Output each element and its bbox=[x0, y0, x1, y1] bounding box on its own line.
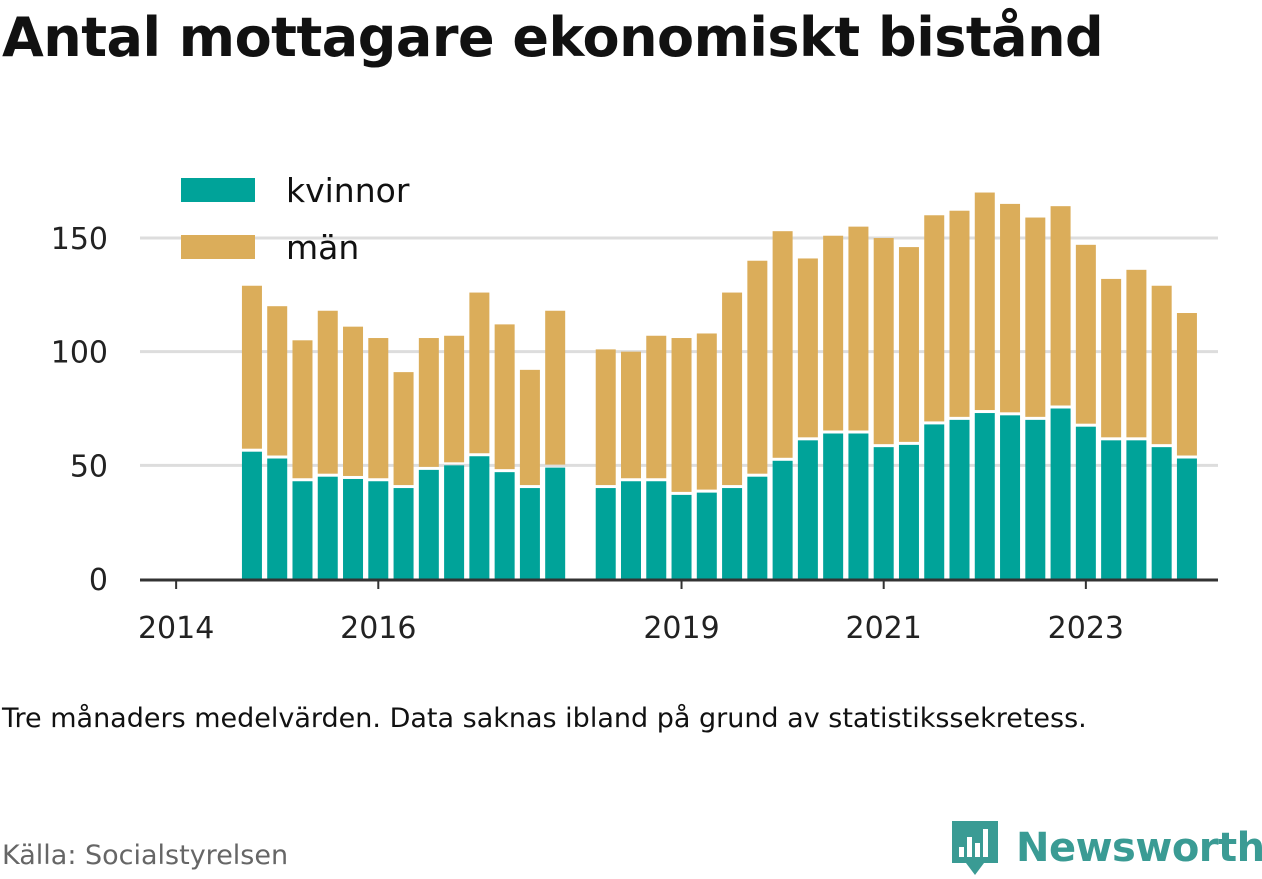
bar-kvinnor-13 bbox=[595, 488, 616, 579]
x-tick-label-2021: 2021 bbox=[846, 611, 922, 646]
bar-man-1 bbox=[267, 306, 288, 456]
y-tick-label-0: 0 bbox=[89, 563, 108, 598]
bar-kvinnor-6 bbox=[393, 488, 414, 579]
bar-kvinnor-19 bbox=[747, 476, 768, 579]
chart-note: Tre månaders medelvärden. Data saknas ib… bbox=[2, 703, 1087, 734]
y-tick-label-150: 150 bbox=[51, 222, 108, 257]
bar-man-21 bbox=[797, 258, 818, 438]
bar-kvinnor-33 bbox=[1101, 440, 1122, 579]
bar-man-35 bbox=[1151, 285, 1172, 445]
bar-kvinnor-25 bbox=[898, 444, 919, 579]
bar-kvinnor-36 bbox=[1176, 458, 1197, 579]
legend-swatch-man bbox=[181, 235, 255, 259]
bar-man-20 bbox=[772, 231, 793, 458]
bar-kvinnor-34 bbox=[1126, 440, 1147, 579]
bar-man-30 bbox=[1025, 217, 1046, 417]
bar-man-14 bbox=[620, 351, 641, 479]
x-tick-label-2016: 2016 bbox=[340, 611, 416, 646]
bar-kvinnor-22 bbox=[823, 433, 844, 579]
bar-man-19 bbox=[747, 260, 768, 474]
bar-man-29 bbox=[1000, 203, 1021, 413]
bar-man-4 bbox=[343, 326, 364, 476]
bar-man-9 bbox=[469, 292, 490, 454]
x-tick-label-2014: 2014 bbox=[138, 611, 214, 646]
y-tick-label-50: 50 bbox=[70, 449, 108, 484]
legend-swatch-kvinnor bbox=[181, 178, 255, 202]
bar-man-31 bbox=[1050, 206, 1071, 406]
bar-kvinnor-3 bbox=[317, 476, 338, 579]
bar-man-28 bbox=[974, 192, 995, 411]
bar-kvinnor-30 bbox=[1025, 419, 1046, 579]
bar-man-33 bbox=[1101, 278, 1122, 438]
bar-man-3 bbox=[317, 310, 338, 474]
bar-kvinnor-9 bbox=[469, 456, 490, 579]
bar-kvinnor-24 bbox=[873, 447, 894, 579]
bar-kvinnor-27 bbox=[949, 419, 970, 579]
bar-kvinnor-28 bbox=[974, 413, 995, 579]
legend-label-man: män bbox=[286, 228, 359, 267]
bar-kvinnor-10 bbox=[494, 472, 515, 579]
bar-kvinnor-17 bbox=[696, 492, 717, 579]
brand-name: Newsworthy bbox=[1016, 825, 1262, 871]
bar-kvinnor-7 bbox=[418, 469, 439, 579]
bar-man-10 bbox=[494, 324, 515, 470]
legend: kvinnor män bbox=[181, 171, 410, 267]
bar-kvinnor-0 bbox=[241, 451, 262, 579]
bar-man-24 bbox=[873, 238, 894, 445]
stacked-bar-chart: 0 50 100 150 2014 2016 2019 2021 2023 kvinnor mä… bbox=[51, 171, 1218, 646]
bar-kvinnor-29 bbox=[1000, 415, 1021, 579]
bar-kvinnor-15 bbox=[646, 481, 667, 579]
x-tick-label-2019: 2019 bbox=[643, 611, 719, 646]
bar-man-13 bbox=[595, 349, 616, 486]
source-credit: Källa: Socialstyrelsen bbox=[2, 840, 289, 871]
bar-man-5 bbox=[368, 338, 389, 479]
y-tick-label-100: 100 bbox=[51, 336, 108, 371]
bar-chart-badge-icon bbox=[952, 821, 998, 875]
bar-kvinnor-4 bbox=[343, 478, 364, 579]
bar-man-8 bbox=[444, 335, 465, 463]
bar-kvinnor-1 bbox=[267, 458, 288, 579]
bar-man-18 bbox=[722, 292, 743, 486]
legend-label-kvinnor: kvinnor bbox=[286, 171, 410, 210]
bar-man-36 bbox=[1176, 313, 1197, 456]
bar-kvinnor-5 bbox=[368, 481, 389, 579]
bar-kvinnor-11 bbox=[519, 488, 540, 579]
bar-kvinnor-23 bbox=[848, 433, 869, 579]
bar-man-27 bbox=[949, 210, 970, 417]
bar-man-22 bbox=[823, 235, 844, 431]
bar-man-16 bbox=[671, 338, 692, 492]
bar-kvinnor-16 bbox=[671, 494, 692, 579]
bar-kvinnor-26 bbox=[924, 424, 945, 579]
bar-man-11 bbox=[519, 369, 540, 486]
bar-kvinnor-8 bbox=[444, 465, 465, 579]
x-tick-label-2023: 2023 bbox=[1048, 611, 1124, 646]
bar-kvinnor-2 bbox=[292, 481, 313, 579]
chart-title: Antal mottagare ekonomiskt bistånd bbox=[2, 6, 1104, 69]
bar-kvinnor-21 bbox=[797, 440, 818, 579]
x-axis: 2014 2016 2019 2021 2023 bbox=[138, 578, 1218, 646]
bar-kvinnor-32 bbox=[1075, 426, 1096, 579]
bar-kvinnor-35 bbox=[1151, 447, 1172, 579]
bar-man-25 bbox=[898, 247, 919, 442]
bar-man-12 bbox=[545, 310, 566, 465]
bar-man-7 bbox=[418, 338, 439, 467]
bar-man-0 bbox=[241, 285, 262, 449]
bar-man-6 bbox=[393, 372, 414, 486]
y-tick-labels: 0 50 100 150 bbox=[51, 222, 108, 598]
bar-man-26 bbox=[924, 215, 945, 422]
bar-kvinnor-12 bbox=[545, 467, 566, 579]
bar-man-15 bbox=[646, 335, 667, 479]
bar-kvinnor-14 bbox=[620, 481, 641, 579]
bar-man-34 bbox=[1126, 269, 1147, 438]
bar-man-23 bbox=[848, 226, 869, 431]
bar-man-17 bbox=[696, 333, 717, 490]
bar-kvinnor-31 bbox=[1050, 408, 1071, 579]
brand-logo: Newsworthy bbox=[950, 818, 1262, 878]
bar-man-2 bbox=[292, 340, 313, 479]
bar-man-32 bbox=[1075, 244, 1096, 424]
bar-kvinnor-20 bbox=[772, 460, 793, 579]
bars bbox=[241, 192, 1197, 579]
bar-kvinnor-18 bbox=[722, 488, 743, 579]
